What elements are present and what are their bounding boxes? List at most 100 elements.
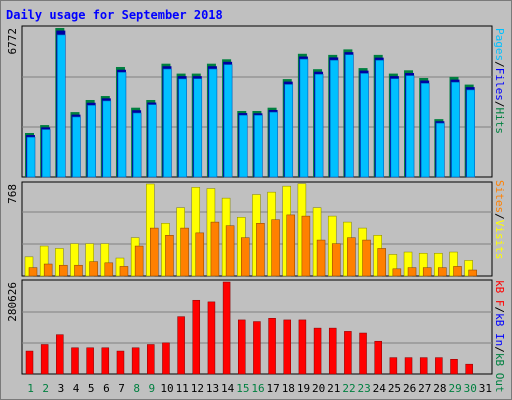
kbf-bar bbox=[177, 316, 185, 375]
x-axis-tick-label: 15 bbox=[236, 382, 249, 395]
x-axis-tick-label: 25 bbox=[388, 382, 401, 395]
sites-bar bbox=[43, 263, 53, 277]
sites-bar bbox=[119, 266, 129, 277]
pages-bar bbox=[178, 78, 187, 178]
pages-bar bbox=[238, 114, 248, 178]
pages-bar bbox=[72, 116, 81, 178]
legend-pages-files-hits-part: / bbox=[493, 61, 506, 68]
x-axis-tick-label: 2 bbox=[42, 382, 49, 395]
pages-bar bbox=[41, 129, 51, 178]
pages-bar bbox=[451, 81, 460, 178]
sites-bar bbox=[407, 267, 417, 277]
pages-bar bbox=[269, 111, 278, 178]
legend-pages-files-hits-part: / bbox=[493, 101, 506, 108]
sites-bar bbox=[316, 239, 326, 277]
sites-bar bbox=[134, 245, 144, 277]
kbf-bar bbox=[359, 332, 367, 375]
kbf-bar bbox=[374, 340, 382, 375]
kbf-bar bbox=[298, 319, 307, 375]
x-axis-tick-label: 4 bbox=[73, 382, 80, 395]
x-axis-tick-label: 13 bbox=[206, 382, 219, 395]
kbf-bar bbox=[207, 301, 216, 375]
sites-bar bbox=[468, 269, 477, 277]
x-axis-tick-label: 9 bbox=[149, 382, 156, 395]
sites-bar bbox=[453, 266, 462, 277]
pages-bar bbox=[284, 84, 294, 178]
pages-bar bbox=[360, 73, 369, 178]
kbf-bar bbox=[162, 342, 170, 375]
kbf-bar bbox=[192, 299, 201, 375]
sites-bar bbox=[74, 264, 83, 277]
y-axis-max-label: 6772 bbox=[6, 28, 19, 55]
kbf-bar bbox=[56, 334, 64, 375]
sites-bar bbox=[256, 223, 265, 277]
pages-bar bbox=[102, 100, 112, 178]
sites-bar bbox=[195, 232, 205, 277]
kbf-bar bbox=[328, 327, 337, 375]
x-axis-tick-label: 19 bbox=[297, 382, 310, 395]
kbf-bar bbox=[419, 357, 428, 375]
sites-bar bbox=[28, 267, 38, 277]
pages-bar bbox=[223, 64, 233, 178]
pages-bar bbox=[193, 78, 203, 178]
sites-bar bbox=[180, 227, 189, 277]
kbf-bar bbox=[268, 318, 276, 375]
sites-bar bbox=[347, 237, 356, 277]
kbf-bar bbox=[450, 358, 458, 375]
pages-bar bbox=[405, 75, 415, 178]
kbf-bar bbox=[404, 357, 413, 375]
chart-title: Daily usage for September 2018 bbox=[6, 8, 223, 22]
sites-bar bbox=[392, 268, 402, 277]
kbf-bar bbox=[86, 347, 94, 375]
legend-kb-part: kB F bbox=[493, 280, 506, 307]
y-axis-max-label: 280626 bbox=[6, 282, 19, 322]
x-axis-tick-label: 29 bbox=[448, 382, 461, 395]
x-axis-tick-label: 17 bbox=[267, 382, 280, 395]
sites-bar bbox=[301, 215, 311, 277]
kbf-bar bbox=[435, 357, 443, 375]
x-axis-tick-label: 16 bbox=[251, 382, 264, 395]
sites-bar bbox=[422, 267, 432, 277]
legend-sites-visits-part: / bbox=[493, 213, 506, 220]
legend-kb-part: kB Out bbox=[493, 353, 506, 393]
x-axis-tick-label: 31 bbox=[479, 382, 492, 395]
kbf-bar bbox=[344, 331, 352, 375]
sites-bar bbox=[210, 221, 220, 277]
pages-bar bbox=[375, 59, 385, 178]
pages-bar bbox=[57, 34, 66, 178]
kbf-bar bbox=[465, 363, 473, 375]
legend-kb-part: / bbox=[493, 307, 506, 314]
pages-bar bbox=[26, 136, 36, 178]
legend-sites-visits-part: Visits bbox=[493, 220, 506, 260]
legend-kb-part: / bbox=[493, 346, 506, 353]
legend-sites-visits-part: Sites bbox=[493, 180, 506, 213]
sites-bar bbox=[241, 237, 250, 277]
sites-bar bbox=[89, 261, 98, 277]
x-axis-tick-label: 14 bbox=[221, 382, 235, 395]
legend-kb: kB F/kB In/kB Out bbox=[493, 280, 506, 393]
x-axis-tick-label: 21 bbox=[327, 382, 340, 395]
kbf-bar bbox=[101, 347, 110, 375]
pages-bar bbox=[299, 58, 309, 178]
kbf-bar bbox=[25, 350, 34, 375]
sites-bar bbox=[271, 219, 280, 277]
sites-bar bbox=[225, 225, 235, 277]
x-axis-tick-label: 10 bbox=[160, 382, 173, 395]
sites-bar bbox=[104, 262, 114, 277]
x-axis-tick-label: 27 bbox=[418, 382, 431, 395]
sites-bar bbox=[59, 264, 68, 277]
kbf-bar bbox=[283, 319, 291, 375]
sites-bar bbox=[150, 227, 159, 277]
kbf-bar bbox=[71, 347, 79, 375]
pages-bar bbox=[314, 73, 324, 178]
kbf-bar bbox=[238, 319, 246, 375]
sites-bar bbox=[331, 243, 341, 277]
x-axis-tick-label: 11 bbox=[176, 382, 189, 395]
legend-pages-files-hits-part: Pages bbox=[493, 28, 506, 61]
legend-pages-files-hits-part: Hits bbox=[493, 108, 506, 135]
x-axis-tick-label: 26 bbox=[403, 382, 416, 395]
pages-bar bbox=[466, 89, 475, 178]
kbf-bar bbox=[147, 344, 155, 375]
legend-pages-files-hits: Pages/Files/Hits bbox=[493, 28, 506, 134]
